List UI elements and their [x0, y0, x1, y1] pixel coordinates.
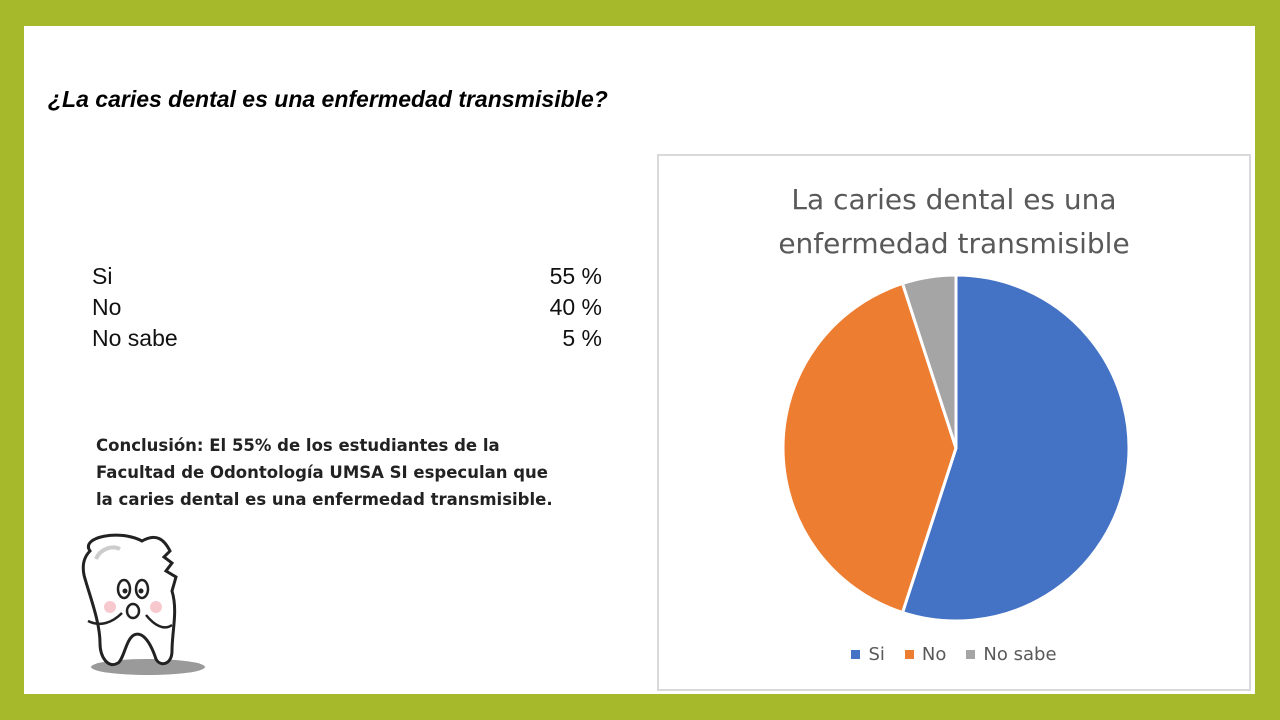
stat-label: Si — [92, 263, 113, 289]
question-title: ¿La caries dental es una enfermedad tran… — [48, 86, 608, 112]
legend-swatch — [851, 650, 861, 659]
stat-row-no-sabe: No sabe 5 % — [92, 323, 602, 354]
legend-label: No — [921, 644, 947, 665]
legend-swatch — [966, 650, 976, 659]
legend-item-no-sabe: No sabe — [966, 644, 1057, 665]
chart-title: La caries dental es una enfermedad trans… — [659, 178, 1249, 266]
pie-slice-no — [781, 281, 958, 615]
stat-value: 55 % — [549, 263, 602, 289]
stats-table: Si 55 % No 40 % No sabe 5 % — [92, 261, 602, 354]
pie-slice-no-sabe — [900, 273, 958, 449]
conclusion-line: Facultad de Odontología UMSA SI especula… — [96, 463, 548, 482]
chart-legend: Si No No sabe — [659, 644, 1249, 665]
conclusion-line: la caries dental es una enfermedad trans… — [96, 490, 553, 509]
pie-chart: La caries dental es una enfermedad trans… — [657, 154, 1251, 691]
stat-row-si: Si 55 % — [92, 261, 602, 292]
legend-swatch — [904, 650, 914, 659]
conclusion-line: Conclusión: El 55% de los estudiantes de… — [96, 436, 500, 455]
pie-slice-si — [900, 273, 1131, 623]
stat-label: No sabe — [92, 325, 178, 351]
legend-item-no: No — [904, 644, 947, 665]
stat-label: No — [92, 294, 122, 320]
slide: ¿La caries dental es una enfermedad tran… — [24, 26, 1255, 694]
pie-plot — [781, 273, 1131, 623]
chart-title-line: La caries dental es una — [791, 183, 1117, 216]
legend-label: No sabe — [983, 644, 1057, 665]
tooth-mascot-icon — [81, 533, 205, 675]
stat-value: 40 % — [549, 294, 602, 320]
legend-label: Si — [868, 644, 885, 665]
conclusion-text: Conclusión: El 55% de los estudiantes de… — [96, 432, 616, 513]
chart-title-line: enfermedad transmisible — [778, 227, 1130, 260]
legend-item-si: Si — [851, 644, 885, 665]
stat-value: 5 % — [562, 325, 602, 351]
stat-row-no: No 40 % — [92, 292, 602, 323]
